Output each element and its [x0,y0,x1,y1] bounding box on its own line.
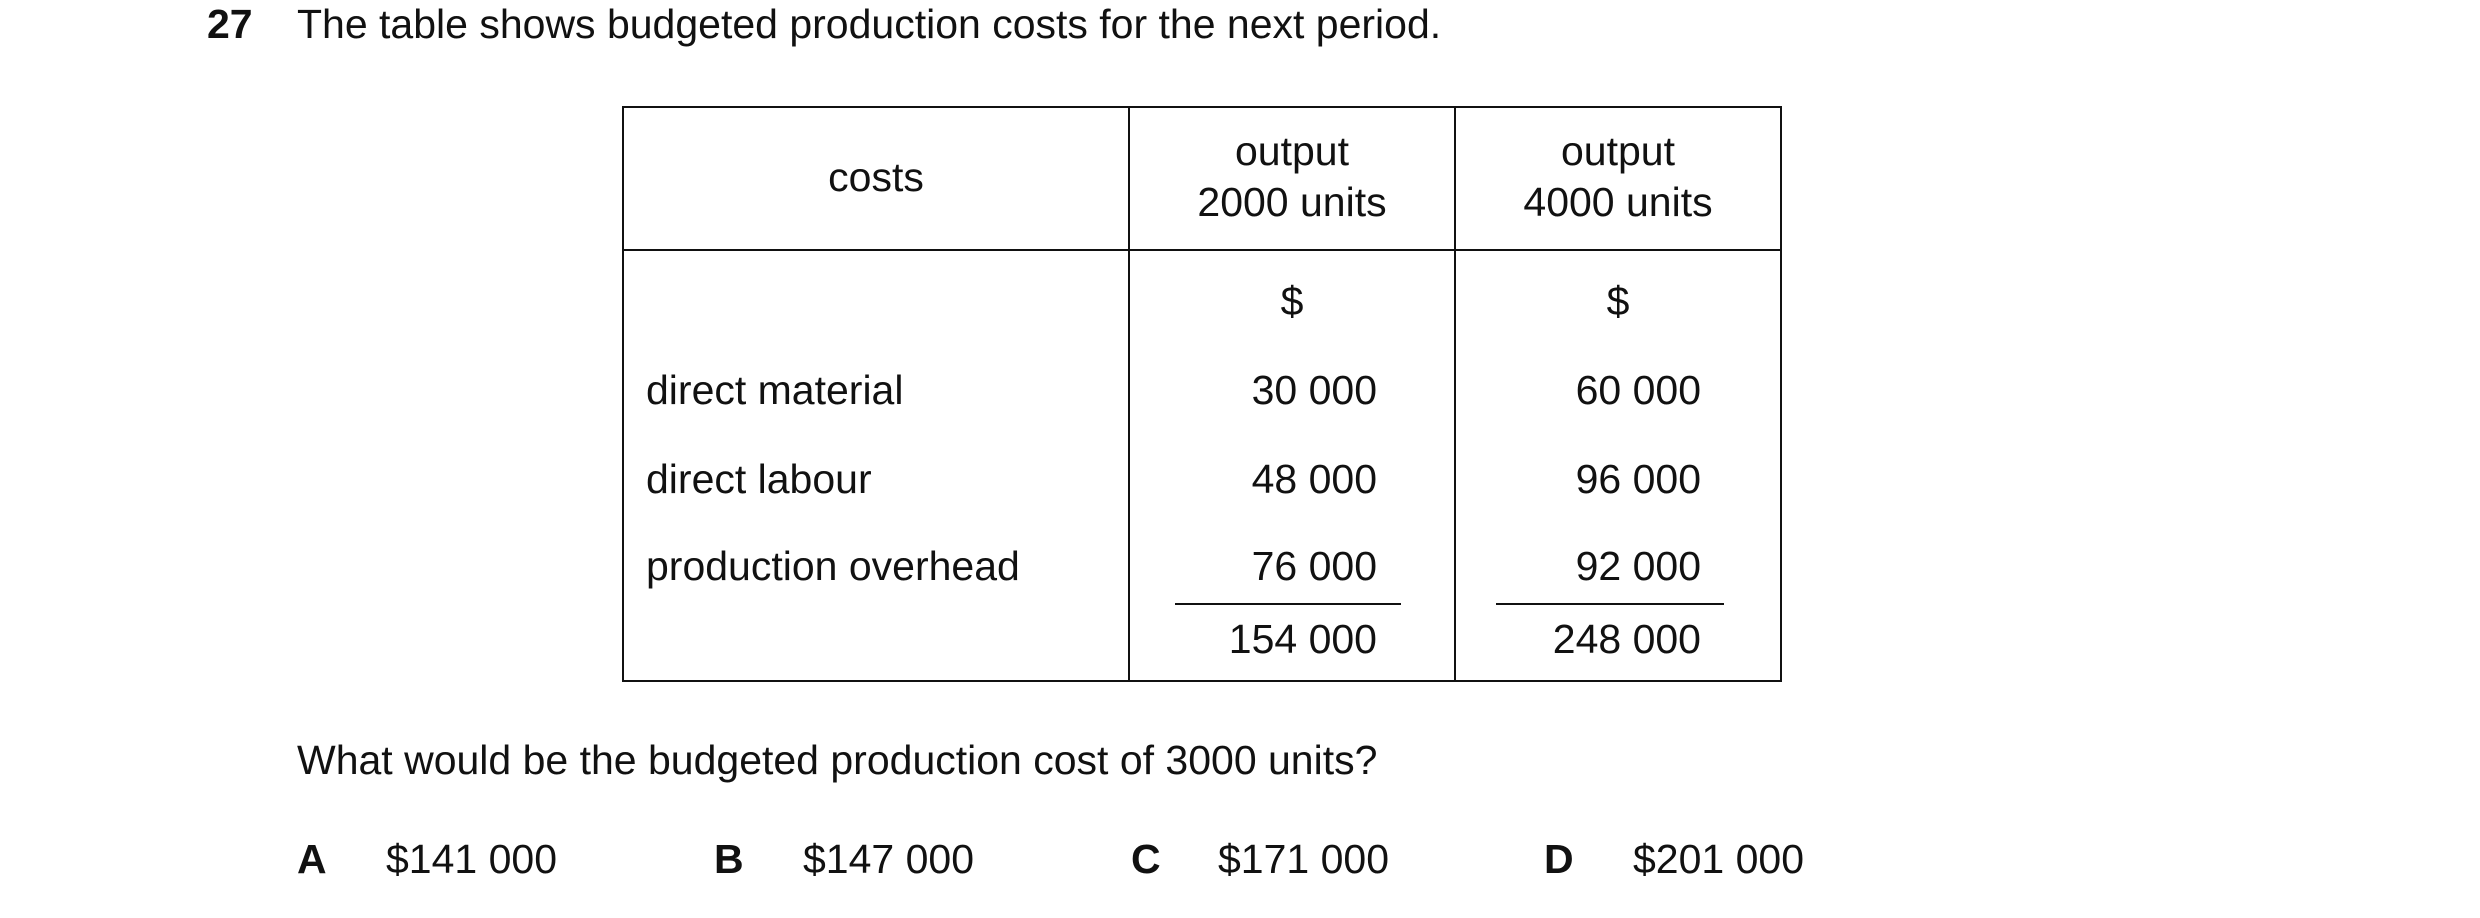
option-letter: A [297,836,327,882]
option-letter: C [1131,836,1161,882]
question-number: 27 [207,1,253,47]
header: 2000 units [1197,179,1386,225]
intro: The table shows budgeted production cost… [297,1,1441,47]
option-text: $201 000 [1633,836,1804,882]
row-label: direct labour [646,456,872,502]
row-label: direct material [646,367,903,413]
header: output [1235,128,1350,174]
option-text: $171 000 [1218,836,1389,882]
header: output [1561,128,1676,174]
unit: $ [1281,278,1304,324]
unit: $ [1607,278,1630,324]
row-label: production overhead [646,543,1020,589]
options: A $141 000 B $147 000 C $171 000 D $201 000 [297,836,1804,882]
option-letter: D [1544,836,1574,882]
cell: 96 000 [1576,456,1701,502]
total: 248 000 [1553,616,1701,662]
option-text: $147 000 [803,836,974,882]
header: costs [828,154,924,200]
cell: 30 000 [1252,367,1377,413]
table: costs output 2000 units output 4000 unit… [622,106,1782,682]
total: 154 000 [1229,616,1377,662]
cell: 92 000 [1576,543,1701,589]
table-border [622,106,1782,682]
cell: 76 000 [1252,543,1377,589]
option-text: $141 000 [386,836,557,882]
rows: direct material 30 000 60 000 direct labour… [646,367,1701,589]
cell: 60 000 [1576,367,1701,413]
header: 4000 units [1523,179,1712,225]
cell: 48 000 [1252,456,1377,502]
option-letter: B [714,836,744,882]
prompt: What would be the budgeted production co… [297,737,1377,783]
